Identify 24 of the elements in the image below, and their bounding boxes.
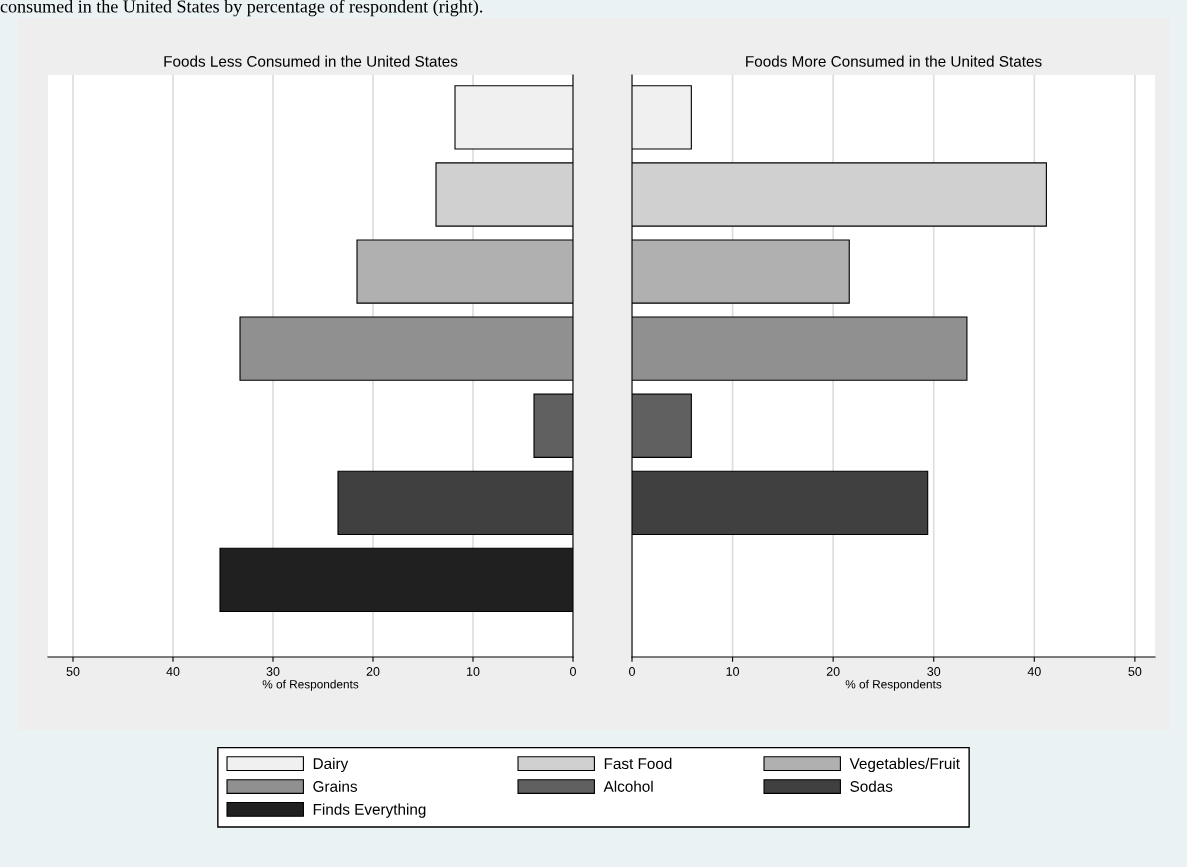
x-axis-title: % of Respondents xyxy=(845,679,942,691)
x-tick-label: 10 xyxy=(467,667,480,676)
chart-title: Foods Less Consumed in the United States xyxy=(164,55,458,67)
legend-label: Vegetables/Fruit xyxy=(849,757,960,773)
x-tick-label: 20 xyxy=(366,667,380,676)
legend-label: Grains xyxy=(313,780,358,792)
legend-label: Sodas xyxy=(850,780,893,792)
text: consumed in the United States by percentage of respondent (right). xyxy=(0,0,483,17)
legend-label: Dairy xyxy=(313,757,349,773)
x-tick-label: 0 xyxy=(629,667,635,676)
x-axis-title: % of Respondents xyxy=(262,679,359,691)
chart-title: Foods More Consumed in the United States xyxy=(746,55,1042,67)
legend-label: Alcohol xyxy=(603,780,653,792)
x-tick-label: 40 xyxy=(1027,667,1041,676)
x-tick-label: 30 xyxy=(927,667,941,676)
x-tick-label: 20 xyxy=(826,667,840,676)
x-tick-label: 40 xyxy=(166,667,180,676)
legend-label: Finds Everything xyxy=(313,803,426,818)
x-tick-label: 30 xyxy=(266,667,280,676)
x-tick-label: 50 xyxy=(1128,667,1142,676)
x-tick-label: 0 xyxy=(570,667,576,676)
x-tick-label: 50 xyxy=(66,667,80,676)
legend-label: Fast Food xyxy=(604,757,672,770)
x-tick-label: 10 xyxy=(726,667,740,676)
